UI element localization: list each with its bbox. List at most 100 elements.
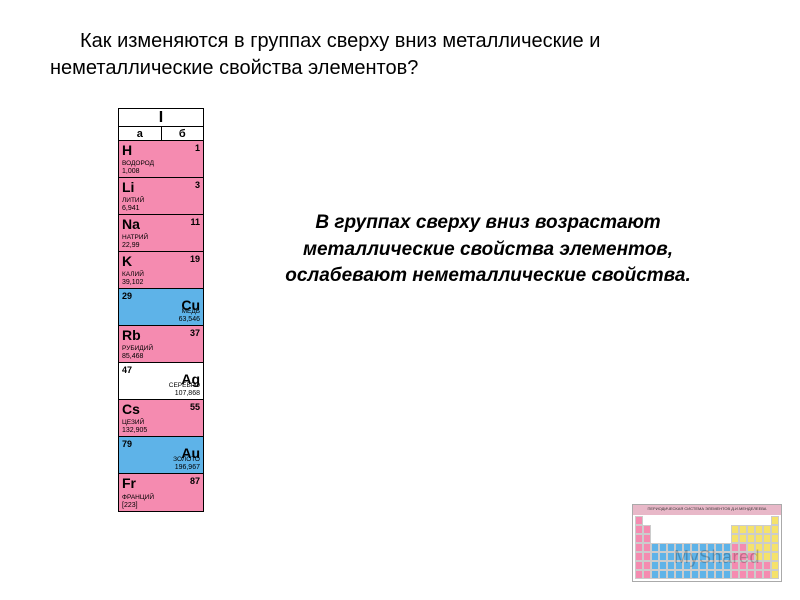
element-cell-ag: Ag47СЕРЕБРО107,868 — [119, 363, 203, 400]
subgroup-b-label: б — [162, 127, 204, 140]
thumb-cell — [643, 525, 651, 534]
thumb-cell — [771, 516, 779, 525]
element-name: ЦЕЗИЙ — [122, 420, 144, 427]
thumb-cell — [691, 543, 699, 552]
thumb-cell — [659, 552, 667, 561]
thumb-cell — [675, 543, 683, 552]
thumb-cell — [651, 543, 659, 552]
thumb-cell — [755, 525, 763, 534]
thumb-cell — [707, 543, 715, 552]
thumb-cell — [651, 552, 659, 561]
thumb-cell — [635, 543, 643, 552]
thumb-cell — [731, 516, 739, 525]
thumb-cell — [731, 570, 739, 579]
thumb-cell — [635, 525, 643, 534]
element-cell-rb: Rb37РУБИДИЙ85,468 — [119, 326, 203, 363]
element-symbol: Rb — [122, 328, 141, 342]
thumb-cell — [755, 552, 763, 561]
element-cell-fr: Fr87ФРАНЦИЙ[223] — [119, 474, 203, 511]
thumb-cell — [691, 561, 699, 570]
thumb-cell — [723, 561, 731, 570]
group-i-column: I а б H1ВОДОРОД1,008Li3ЛИТИЙ6,941Na11НАТ… — [118, 108, 204, 512]
element-number: 29 — [122, 291, 132, 301]
thumb-cell — [659, 534, 667, 543]
element-symbol: K — [122, 254, 132, 268]
element-mass: 107,868 — [175, 390, 200, 397]
thumb-cell — [635, 534, 643, 543]
answer-line-2: металлические свойства элементов, — [303, 239, 673, 260]
thumb-cell — [771, 561, 779, 570]
thumb-cell — [707, 561, 715, 570]
thumb-cell — [715, 534, 723, 543]
thumb-cell — [755, 570, 763, 579]
thumb-cell — [771, 552, 779, 561]
thumb-cell — [643, 534, 651, 543]
element-cell-cu: Cu29МЕДЬ63,546 — [119, 289, 203, 326]
thumb-cell — [747, 570, 755, 579]
thumb-cell — [667, 534, 675, 543]
thumb-cell — [683, 552, 691, 561]
thumb-cell — [675, 534, 683, 543]
thumb-cell — [699, 534, 707, 543]
thumb-cell — [763, 570, 771, 579]
thumb-cell — [731, 543, 739, 552]
thumb-cell — [667, 570, 675, 579]
thumb-cell — [747, 552, 755, 561]
element-cell-li: Li3ЛИТИЙ6,941 — [119, 178, 203, 215]
element-mass: 6,941 — [122, 205, 140, 212]
thumb-cell — [747, 561, 755, 570]
thumb-cell — [707, 525, 715, 534]
thumb-cell — [699, 525, 707, 534]
thumb-cell — [667, 543, 675, 552]
element-name: НАТРИЙ — [122, 235, 148, 242]
element-mass: 85,468 — [122, 353, 143, 360]
thumb-cell — [643, 561, 651, 570]
thumb-cell — [635, 516, 643, 525]
thumb-cell — [699, 516, 707, 525]
thumb-cell — [755, 543, 763, 552]
element-symbol: H — [122, 143, 132, 157]
thumb-cell — [659, 570, 667, 579]
thumb-cell — [755, 561, 763, 570]
thumb-cell — [675, 561, 683, 570]
thumb-cell — [715, 525, 723, 534]
thumb-cell — [755, 516, 763, 525]
thumb-cell — [715, 516, 723, 525]
element-number: 11 — [190, 217, 200, 227]
element-name: СЕРЕБРО — [169, 383, 200, 390]
thumb-cell — [771, 543, 779, 552]
thumb-cell — [723, 516, 731, 525]
thumb-cell — [643, 516, 651, 525]
thumb-cell — [635, 552, 643, 561]
thumb-cell — [739, 516, 747, 525]
thumb-cell — [675, 570, 683, 579]
thumb-cell — [739, 561, 747, 570]
thumb-cell — [731, 525, 739, 534]
thumb-cell — [707, 534, 715, 543]
thumbnail-title: ПЕРИОДИЧЕСКАЯ СИСТЕМА ЭЛЕМЕНТОВ Д.И.МЕНД… — [633, 505, 781, 515]
thumb-cell — [755, 534, 763, 543]
thumb-cell — [643, 543, 651, 552]
element-name: ФРАНЦИЙ — [122, 495, 154, 502]
thumb-cell — [763, 552, 771, 561]
thumb-cell — [651, 561, 659, 570]
thumb-cell — [691, 525, 699, 534]
thumb-cell — [771, 525, 779, 534]
element-name: КАЛИЙ — [122, 272, 144, 279]
element-cell-h: H1ВОДОРОД1,008 — [119, 141, 203, 178]
thumb-cell — [715, 561, 723, 570]
element-number: 47 — [122, 365, 132, 375]
thumb-cell — [747, 534, 755, 543]
thumb-cell — [683, 570, 691, 579]
element-number: 19 — [190, 254, 200, 264]
element-symbol: Li — [122, 180, 134, 194]
element-mass: 132,905 — [122, 427, 147, 434]
thumb-cell — [675, 516, 683, 525]
thumb-cell — [707, 516, 715, 525]
element-number: 55 — [190, 402, 200, 412]
answer-line-3: ослабевают неметаллические свойства. — [285, 265, 690, 286]
thumb-cell — [763, 525, 771, 534]
thumb-cell — [763, 543, 771, 552]
element-name: РУБИДИЙ — [122, 346, 153, 353]
thumb-cell — [683, 561, 691, 570]
